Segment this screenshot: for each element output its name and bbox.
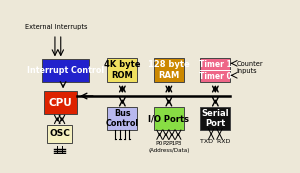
Text: Interrupt Control: Interrupt Control <box>27 66 104 75</box>
FancyBboxPatch shape <box>200 58 230 82</box>
Text: External Interrupts: External Interrupts <box>25 24 87 30</box>
FancyBboxPatch shape <box>200 107 230 130</box>
FancyBboxPatch shape <box>107 107 137 130</box>
FancyBboxPatch shape <box>107 58 137 82</box>
FancyBboxPatch shape <box>47 125 72 143</box>
Text: I/O Ports: I/O Ports <box>148 114 189 123</box>
Text: Bus
Control: Bus Control <box>106 109 139 128</box>
Text: Timer 1: Timer 1 <box>199 60 232 69</box>
Text: OSC: OSC <box>49 129 70 139</box>
Text: CPU: CPU <box>49 98 73 108</box>
FancyBboxPatch shape <box>44 91 77 114</box>
Text: 4K byte
ROM: 4K byte ROM <box>104 60 141 80</box>
Text: Serial
Port: Serial Port <box>202 109 229 128</box>
Text: Counter
Inputs: Counter Inputs <box>236 61 263 75</box>
Text: P3: P3 <box>175 141 182 146</box>
Text: TXD  RXD: TXD RXD <box>200 139 230 144</box>
Text: P2: P2 <box>162 141 169 146</box>
Text: P0: P0 <box>156 141 163 146</box>
FancyBboxPatch shape <box>42 59 89 82</box>
Text: 128 byte
RAM: 128 byte RAM <box>148 60 190 80</box>
FancyBboxPatch shape <box>154 58 184 82</box>
Text: P1: P1 <box>168 141 175 146</box>
Text: (Address/Data): (Address/Data) <box>148 148 190 153</box>
FancyBboxPatch shape <box>154 107 184 130</box>
Text: Timer 0: Timer 0 <box>199 72 232 81</box>
